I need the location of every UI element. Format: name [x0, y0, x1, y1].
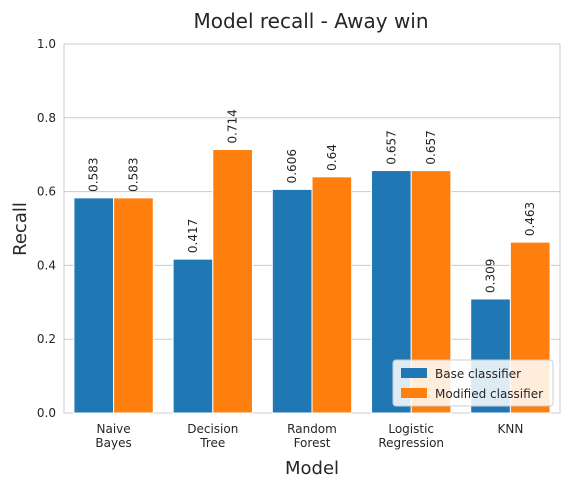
data-label: 0.606: [285, 149, 299, 183]
y-tick-label: 0.6: [37, 185, 56, 199]
chart-title: Model recall - Away win: [193, 9, 428, 33]
x-tick-label: Regression: [378, 436, 444, 450]
data-label: 0.64: [325, 144, 339, 171]
x-tick-label: Random: [287, 422, 337, 436]
y-tick-label: 1.0: [37, 37, 56, 51]
y-axis: 0.0 0.2 0.4 0.6 0.8 1.0: [37, 37, 56, 420]
data-label: 0.657: [384, 130, 398, 164]
y-axis-label: Recall: [10, 202, 31, 256]
bar: [172, 258, 214, 414]
data-label: 0.417: [186, 219, 200, 253]
bar: [73, 197, 115, 414]
y-tick-label: 0.8: [37, 111, 56, 125]
x-tick-label: Logistic: [388, 422, 434, 436]
data-label: 0.583: [126, 158, 140, 192]
y-tick-label: 0.4: [37, 258, 56, 272]
y-tick-label: 0.2: [37, 332, 56, 346]
data-label: 0.463: [523, 202, 537, 236]
x-tick-label: Naive: [97, 422, 131, 436]
data-label: 0.583: [87, 158, 101, 192]
data-labels: 0.583 0.583 0.417 0.714 0.606 0.64 0.657 0.657 0…: [87, 109, 537, 293]
legend-label: Modified classifier: [435, 387, 543, 401]
x-tick-label: KNN: [497, 422, 523, 436]
y-tick-label: 0.0: [37, 406, 56, 420]
x-tick-label: Tree: [199, 436, 225, 450]
x-tick-label: Decision: [187, 422, 238, 436]
legend: Base classifier Modified classifier: [392, 359, 554, 407]
legend-swatch: [401, 388, 427, 398]
data-label: 0.714: [226, 109, 240, 143]
bar: [271, 188, 313, 414]
legend-swatch: [401, 368, 427, 378]
legend-label: Base classifier: [435, 367, 521, 381]
bar: [311, 176, 353, 414]
bars: [73, 149, 551, 414]
x-tick-label: Bayes: [95, 436, 131, 450]
data-label: 0.657: [424, 130, 438, 164]
bar: [212, 149, 253, 414]
x-axis-label: Model: [285, 458, 339, 479]
plot-area: 0.583 0.583 0.417 0.714 0.606 0.64 0.657 0.657 0…: [63, 43, 561, 414]
legend-frame: [392, 359, 554, 407]
bar: [113, 197, 154, 414]
x-tick-label: Forest: [294, 436, 331, 450]
data-label: 0.309: [484, 259, 498, 293]
